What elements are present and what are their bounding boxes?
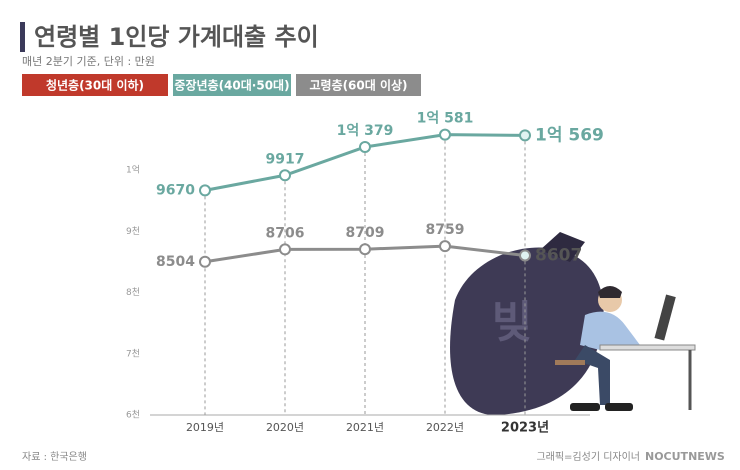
debt-bag [450,247,604,416]
legend-box [22,74,168,96]
data-point [199,255,211,268]
chart-subtitle: 매년 2분기 기준, 단위 : 만원 [22,55,155,68]
legend-label: 고령층(60대 이상) [309,78,407,93]
bag-knot [540,232,585,262]
legend-box [296,74,421,96]
data-point [359,141,371,154]
desk [599,344,696,351]
x-tick-label: 2020년 [266,421,304,434]
data-point [439,128,451,141]
value-label: 8607 [535,245,582,265]
value-label: 8504 [156,254,195,270]
value-label: 9670 [156,182,195,198]
data-point [519,249,531,262]
legend-box [173,74,291,96]
y-tick-label: 8천 [126,287,140,298]
data-point [519,129,531,142]
x-tick-label: 2022년 [426,421,464,434]
x-tick-label: 2023년 [501,421,549,436]
legend-label: 중장년층(40대·50대) [174,78,289,93]
x-tick-label: 2019년 [186,421,224,434]
value-label: 1억 569 [535,125,604,145]
data-point [279,243,291,256]
monitor [654,294,676,341]
value-label: 8709 [346,225,385,241]
y-tick-label: 7천 [126,348,140,359]
x-tick-label: 2021년 [346,421,384,434]
y-tick-label: 6천 [126,410,140,421]
shoe [605,403,633,411]
credit: 그래픽=김성기 디자이너 [536,451,640,463]
value-label: 1억 581 [417,111,474,127]
title-bar [20,22,25,52]
y-tick-label: 9천 [126,226,140,237]
value-label: 8706 [266,225,305,241]
chart-title: 연령별 1인당 가계대출 추이 [34,23,319,51]
value-label: 1억 379 [337,123,394,139]
data-point [199,184,211,197]
value-label: 8759 [426,222,465,238]
logo: NOCUTNEWS [645,450,725,463]
source: 자료 : 한국은행 [22,451,87,463]
chair [555,360,585,365]
data-point [279,169,291,182]
shoe [570,403,600,411]
person-hair [598,286,622,298]
legend-label: 청년층(30대 이하) [46,78,144,93]
y-tick-label: 1억 [126,164,140,176]
illustration-label: 빚 [492,297,532,348]
value-label: 9917 [266,151,305,167]
data-point [439,240,451,253]
data-point [359,243,371,256]
person-body [580,311,640,350]
